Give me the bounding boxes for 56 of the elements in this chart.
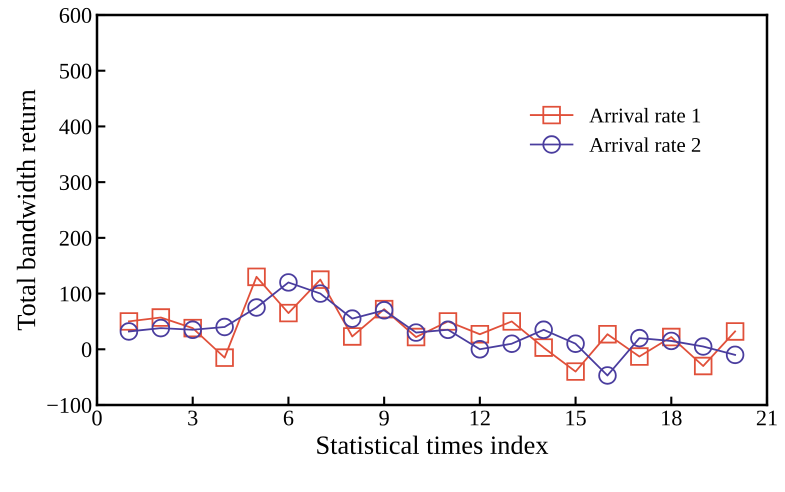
point (406, 328, 426, 346)
point (438, 312, 458, 331)
point (152, 318, 170, 338)
point (630, 347, 649, 366)
point (470, 325, 490, 344)
point (120, 312, 138, 331)
point (726, 346, 744, 364)
point (598, 325, 617, 344)
point (630, 328, 649, 348)
point (120, 322, 138, 341)
point (215, 318, 234, 336)
point (662, 328, 681, 346)
point (152, 308, 170, 327)
y-tick-label: 200 (60, 230, 92, 246)
y-tick-label: 500 (60, 64, 92, 79)
point (279, 304, 298, 322)
point (566, 362, 585, 381)
x-tick-label: 18 (662, 410, 682, 426)
x-axis-title: Statistical times index (317, 436, 548, 454)
y-tick-label: 300 (60, 175, 92, 190)
legend-label: Arrival rate 1 (589, 108, 700, 123)
point (406, 323, 426, 342)
point (694, 337, 712, 356)
y-tick-label: 600 (60, 8, 92, 23)
point (470, 340, 490, 359)
point (534, 320, 553, 340)
point (662, 332, 681, 350)
x-tick-label: 15 (566, 410, 586, 426)
point (438, 320, 458, 340)
point (311, 270, 330, 289)
y-tick-label: 100 (60, 286, 92, 302)
point (502, 312, 521, 331)
y-tick-label: 400 (59, 119, 92, 134)
y-axis-title: Total bandwidth return (16, 90, 36, 330)
point (502, 334, 521, 353)
legend-label: Arrival rate 2 (589, 137, 700, 152)
point (598, 366, 617, 385)
x-tick-label: 12 (470, 410, 490, 426)
point (247, 268, 266, 286)
x-tick-label: 21 (756, 410, 777, 426)
point (534, 338, 553, 357)
point (726, 322, 744, 341)
point (247, 298, 266, 317)
y-tick-label: 0 (82, 342, 92, 358)
x-tick-label: 6 (284, 410, 294, 426)
x-tick-label: 9 (379, 410, 389, 426)
y-tick-label: −100 (47, 398, 92, 413)
point (694, 356, 712, 376)
point (311, 284, 330, 303)
point (215, 348, 234, 367)
x-tick-label: 0 (92, 410, 102, 426)
point (566, 334, 585, 353)
point (343, 327, 362, 346)
point (343, 309, 362, 328)
point (279, 273, 298, 292)
x-tick-label: 3 (188, 410, 198, 426)
